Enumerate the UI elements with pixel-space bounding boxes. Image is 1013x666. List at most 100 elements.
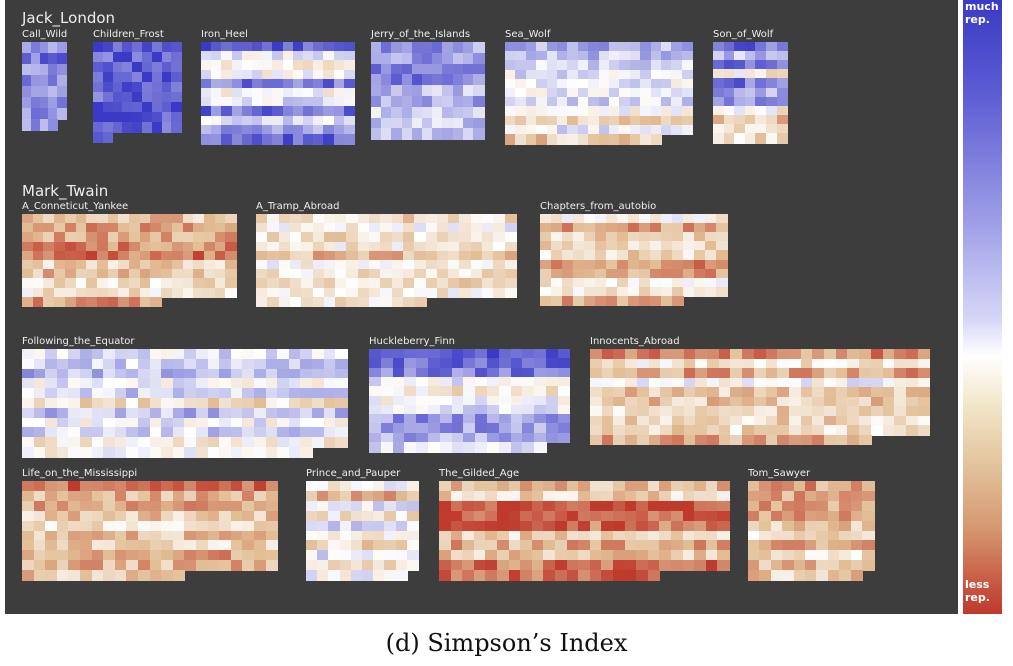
heatmap-cell bbox=[201, 69, 213, 81]
heatmap-cell bbox=[894, 368, 907, 379]
heatmap-cell bbox=[142, 102, 153, 113]
heatmap-cell bbox=[22, 437, 35, 448]
heatmap-cell bbox=[536, 97, 548, 108]
heatmap-cell bbox=[595, 268, 607, 280]
heatmap-cell bbox=[362, 570, 375, 581]
heatmap-cell bbox=[193, 214, 205, 225]
heatmap-cell bbox=[129, 232, 141, 243]
heatmap-cell bbox=[671, 530, 684, 541]
heatmap-cell bbox=[45, 378, 58, 389]
heatmap-cell bbox=[562, 250, 574, 261]
heatmap-cell bbox=[75, 260, 87, 271]
heatmap-cell bbox=[54, 232, 66, 243]
heatmap-cell bbox=[839, 520, 852, 532]
heatmap-cell bbox=[448, 241, 461, 253]
heatmap-cell bbox=[102, 72, 114, 83]
heatmap-cell bbox=[619, 60, 631, 71]
heatmap-cell bbox=[442, 106, 454, 119]
heatmap-cell bbox=[473, 117, 485, 130]
heatmap-cell bbox=[68, 520, 81, 532]
heatmap-cell bbox=[776, 51, 789, 62]
legend-gradient-bar bbox=[963, 0, 1002, 614]
heatmap-cell bbox=[557, 60, 569, 71]
heatmap-cell bbox=[546, 124, 559, 136]
heatmap-cell bbox=[557, 124, 569, 136]
heatmap-cell bbox=[404, 432, 417, 444]
heatmap-cell bbox=[142, 82, 153, 93]
heatmap-cell bbox=[824, 425, 837, 436]
heatmap-cell bbox=[661, 106, 673, 117]
heatmap-cell bbox=[522, 442, 535, 453]
heatmap-cell bbox=[68, 510, 81, 522]
heatmap-cell bbox=[151, 42, 163, 53]
heatmap-cell bbox=[343, 51, 356, 62]
heatmap-cell bbox=[373, 550, 386, 561]
heatmap-cell bbox=[267, 269, 280, 280]
heatmap-cell bbox=[56, 349, 70, 360]
heatmap-cell bbox=[45, 490, 58, 502]
heatmap-cell bbox=[766, 123, 778, 135]
heatmap-cell bbox=[80, 481, 93, 492]
heatmap-cell bbox=[221, 97, 233, 108]
heatmap-cell bbox=[278, 287, 292, 299]
heatmap-cell bbox=[401, 52, 414, 65]
heatmap-cell bbox=[373, 530, 386, 541]
heatmap-cell bbox=[161, 570, 174, 581]
heatmap-cell bbox=[487, 423, 500, 434]
heatmap-cell bbox=[391, 128, 403, 140]
heatmap-cell bbox=[214, 241, 227, 253]
heatmap-cell bbox=[436, 241, 450, 253]
heatmap-cell bbox=[520, 500, 533, 512]
heatmap-cell bbox=[126, 427, 139, 438]
heatmap-cell bbox=[824, 349, 837, 360]
heatmap-cell bbox=[515, 69, 527, 81]
heatmap-cell bbox=[241, 51, 254, 62]
heatmap-cell bbox=[718, 406, 732, 417]
heatmap-cell bbox=[534, 358, 547, 369]
heatmap-cell bbox=[589, 570, 603, 581]
heatmap-cell bbox=[313, 115, 325, 127]
heatmap-cell bbox=[151, 112, 163, 123]
heatmap-cell bbox=[493, 223, 506, 234]
heatmap-cell bbox=[161, 437, 174, 448]
heatmap-cell bbox=[748, 481, 761, 492]
heatmap-cell bbox=[161, 481, 174, 492]
heatmap-cell bbox=[782, 530, 795, 541]
heatmap-cell bbox=[793, 530, 807, 541]
heatmap-cell bbox=[824, 406, 837, 417]
heatmap-cell bbox=[343, 69, 356, 81]
heatmap-cell bbox=[588, 78, 600, 90]
heatmap-cell bbox=[151, 102, 163, 113]
heatmap-cell bbox=[636, 510, 649, 522]
heatmap-cell bbox=[589, 500, 603, 512]
heatmap-cell bbox=[357, 287, 371, 299]
heatmap-cell bbox=[425, 278, 438, 289]
heatmap-cell bbox=[661, 241, 673, 252]
heatmap-cell bbox=[671, 415, 685, 426]
heatmap-cell bbox=[184, 550, 197, 561]
heatmap-cell bbox=[272, 106, 284, 117]
heatmap-cell bbox=[242, 437, 255, 448]
heatmap-cell bbox=[265, 520, 279, 532]
heatmap-cell bbox=[800, 415, 814, 426]
heatmap-cell bbox=[723, 133, 736, 144]
heatmap-cell bbox=[241, 106, 254, 117]
heatmap-cell bbox=[384, 530, 397, 541]
heatmap-cell bbox=[33, 388, 47, 399]
heatmap-cell bbox=[493, 250, 506, 262]
heatmap-cell bbox=[357, 241, 371, 253]
heatmap-cell bbox=[671, 481, 684, 492]
heatmap-cell bbox=[64, 232, 77, 243]
heatmap-cell bbox=[459, 214, 472, 225]
heatmap-cell bbox=[448, 278, 461, 289]
heatmap-cell bbox=[68, 368, 81, 380]
heatmap-cell bbox=[827, 560, 841, 571]
heatmap-cell bbox=[230, 520, 244, 532]
heatmap-cell bbox=[636, 570, 649, 581]
heatmap-cell bbox=[557, 414, 571, 425]
heatmap-cell bbox=[343, 124, 356, 136]
heatmap-cell bbox=[695, 425, 708, 436]
heatmap-cell bbox=[671, 490, 684, 502]
heatmap-cell bbox=[498, 423, 512, 434]
heatmap-cell bbox=[48, 119, 58, 131]
